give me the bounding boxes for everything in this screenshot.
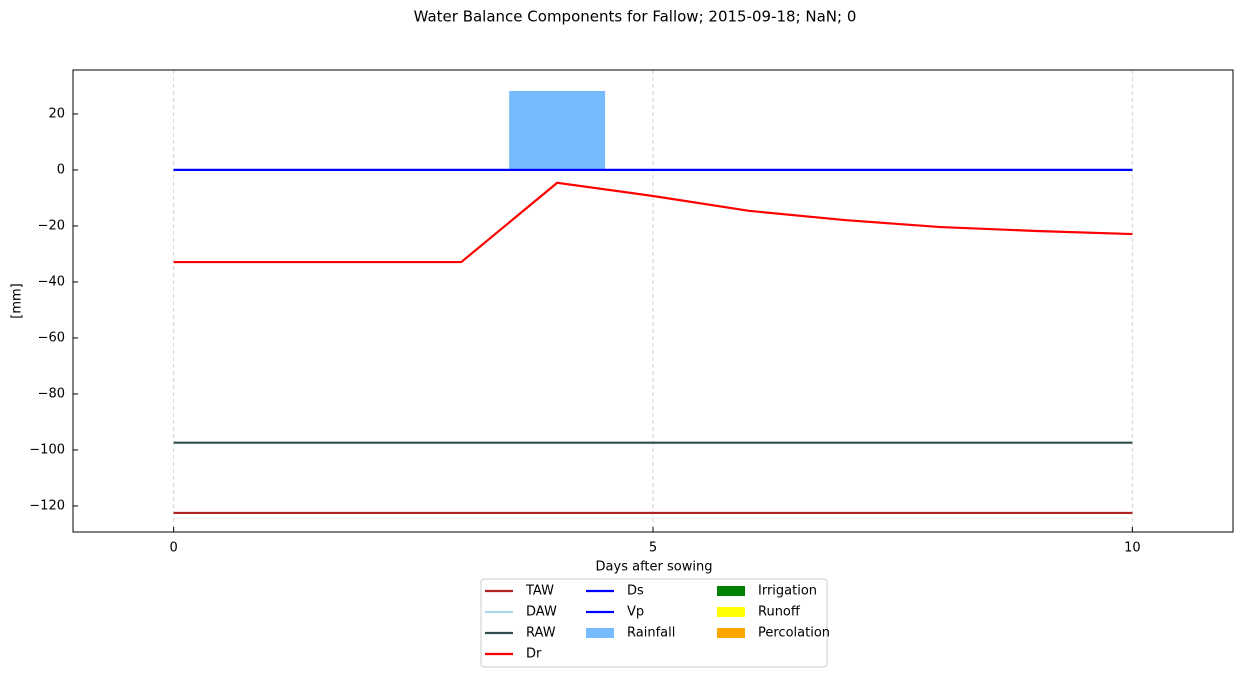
x-tick-label: 5 xyxy=(649,541,657,556)
legend-label: TAW xyxy=(525,584,554,599)
legend-swatch xyxy=(717,607,745,617)
x-tick-label: 0 xyxy=(170,541,178,556)
legend-box xyxy=(480,578,828,668)
legend-label: RAW xyxy=(526,626,556,641)
x-axis-label: Days after sowing xyxy=(596,560,713,575)
y-tick-label: −40 xyxy=(38,274,65,289)
chart-title: Water Balance Components for Fallow; 201… xyxy=(414,8,857,26)
y-tick-label: 20 xyxy=(48,106,65,121)
y-tick-label: −80 xyxy=(38,386,65,401)
legend-label: Runoff xyxy=(758,605,801,620)
legend-swatch xyxy=(586,628,614,638)
plot-frame xyxy=(72,69,1234,533)
legend-label: Vp xyxy=(627,605,644,620)
legend-swatch xyxy=(717,586,745,596)
line-series xyxy=(173,181,1133,264)
legend-label: Rainfall xyxy=(627,626,675,641)
y-tick-label: −20 xyxy=(38,218,65,233)
legend-label: Irrigation xyxy=(758,584,817,599)
legend-label: Ds xyxy=(627,584,644,599)
legend-label: DAW xyxy=(526,605,557,620)
legend-label: Dr xyxy=(526,647,542,662)
y-axis-label: [mm] xyxy=(10,283,25,318)
bar xyxy=(509,91,606,170)
y-tick-label: −100 xyxy=(29,442,65,457)
x-tick-label: 10 xyxy=(1124,541,1141,556)
y-tick-label: −120 xyxy=(29,498,65,513)
y-tick-label: −60 xyxy=(38,330,65,345)
y-tick-label: 0 xyxy=(57,162,65,177)
legend-swatch xyxy=(717,628,745,638)
legend-label: Percolation xyxy=(758,626,830,641)
